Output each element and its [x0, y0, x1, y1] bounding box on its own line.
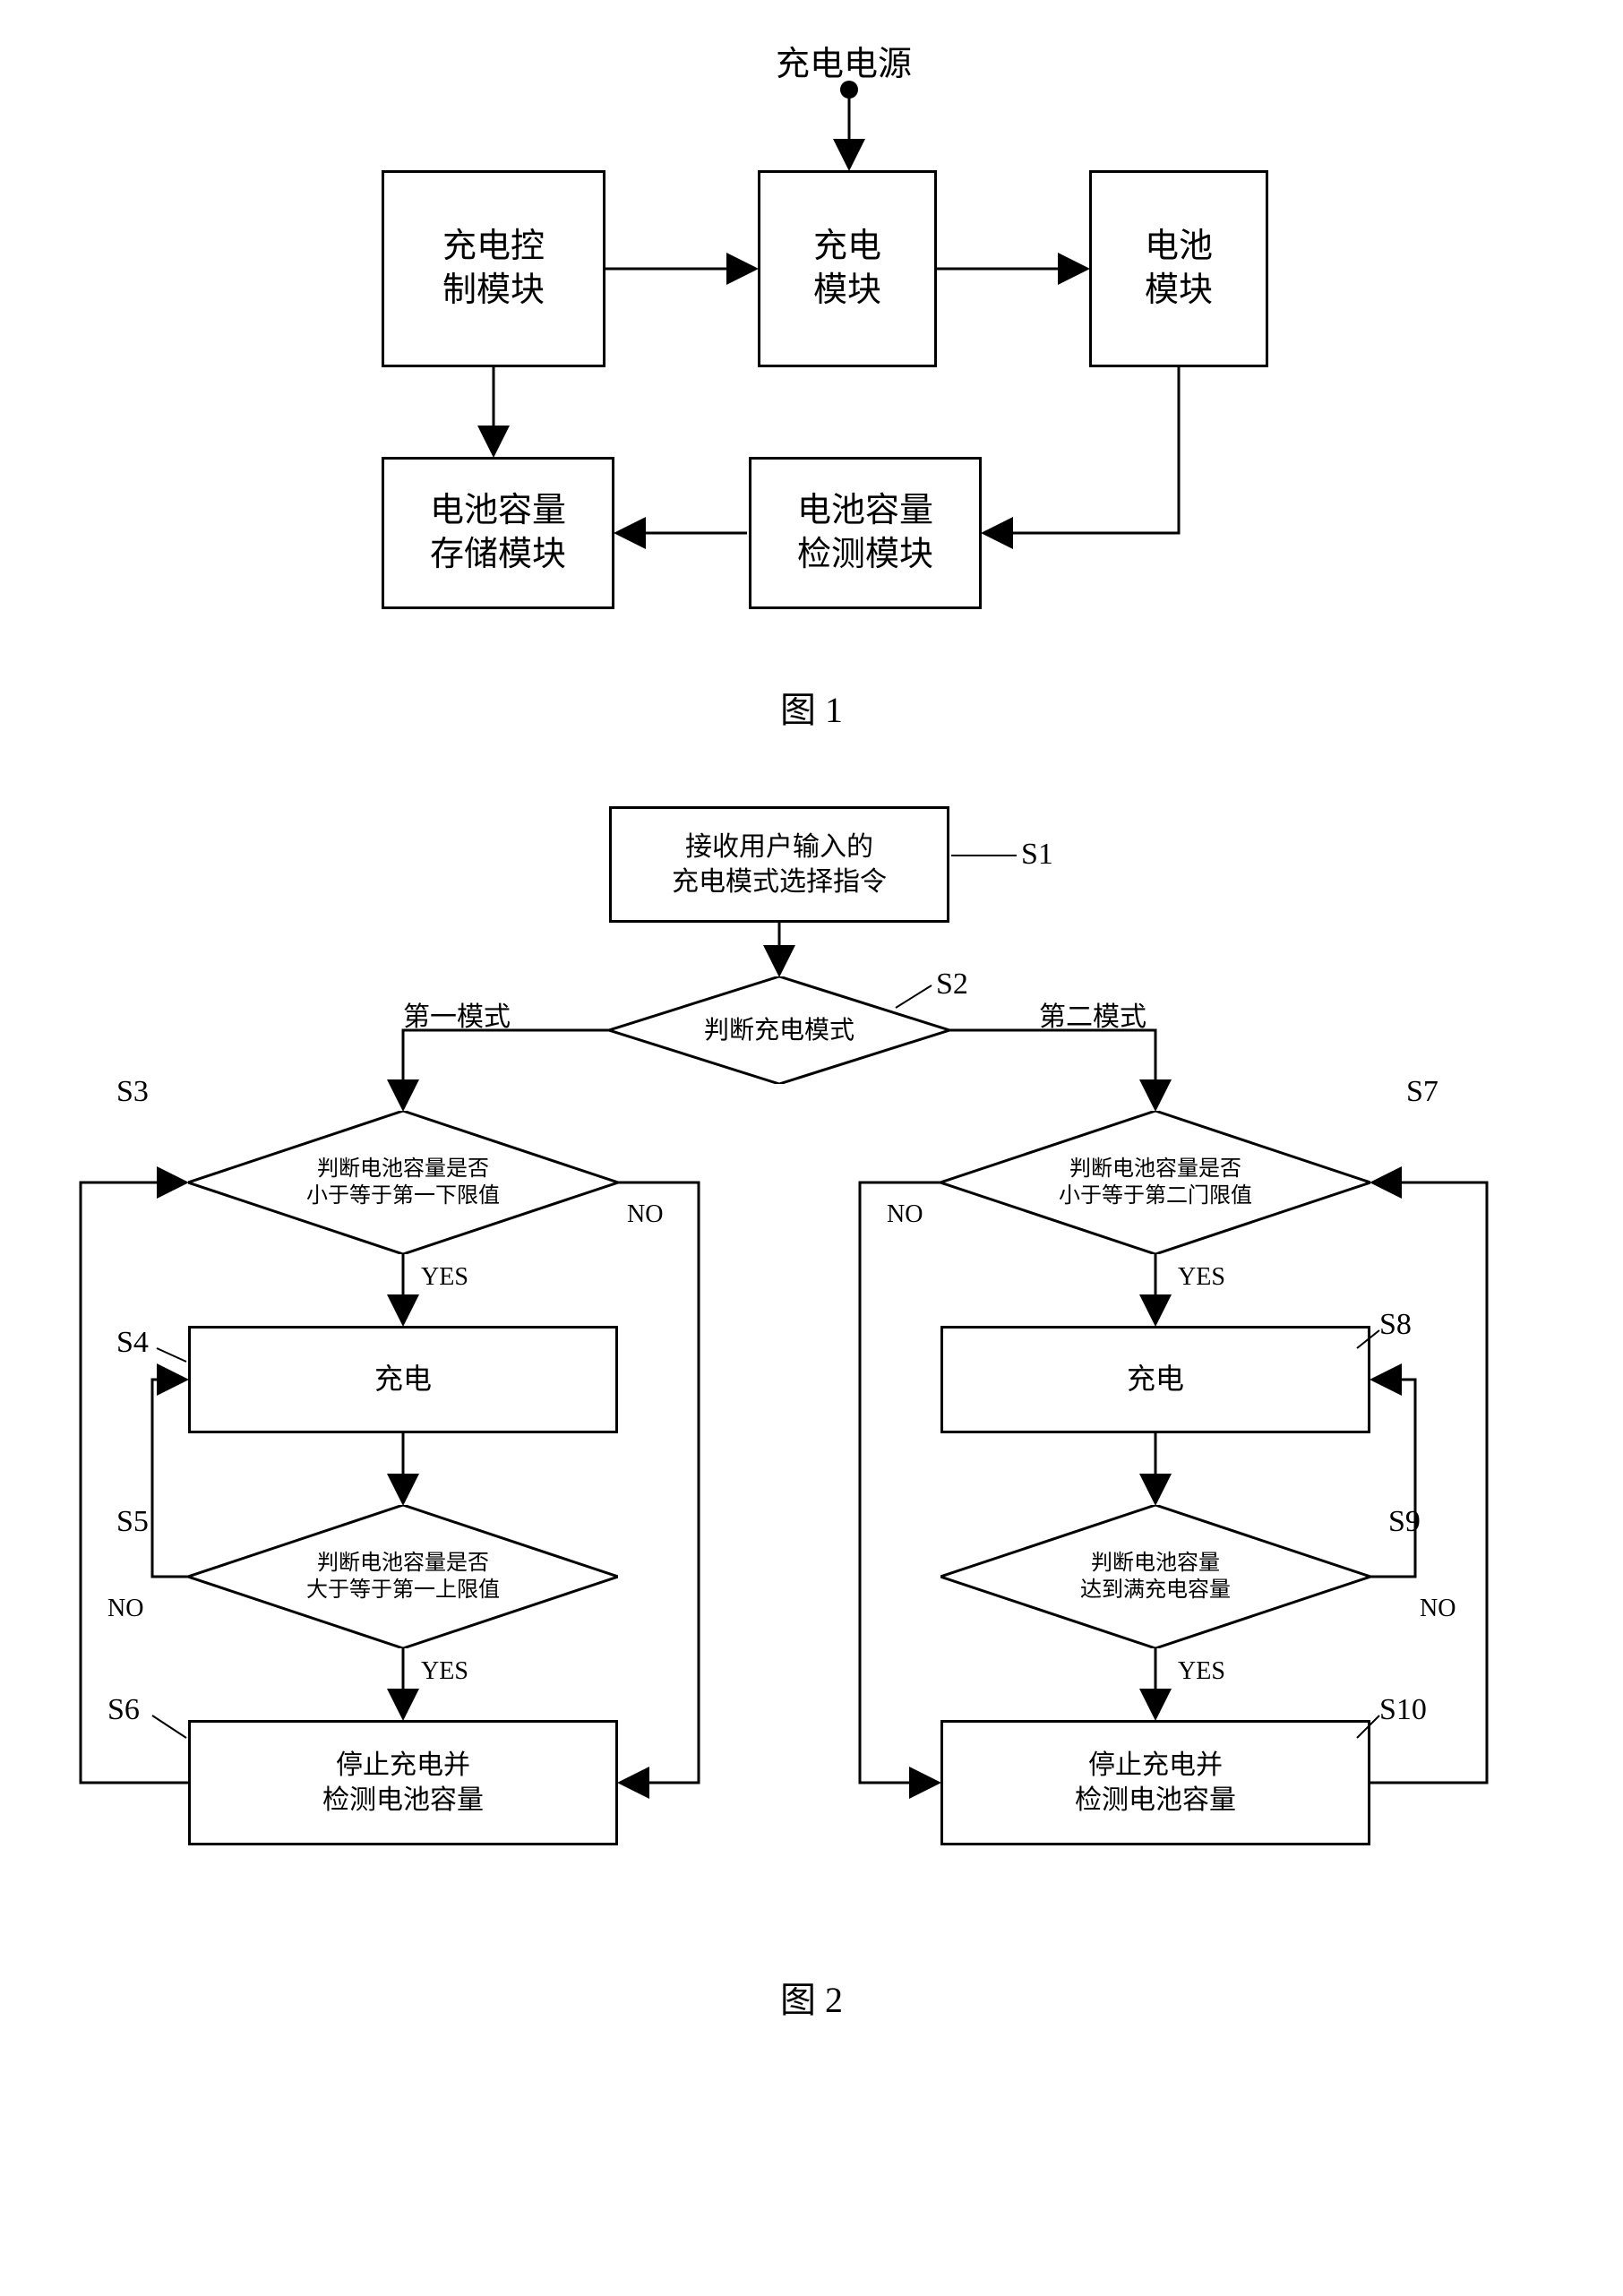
box-text: 检测模块: [797, 533, 933, 577]
tag-s6: S6: [107, 1693, 140, 1727]
tag-s10: S10: [1379, 1693, 1427, 1727]
tag-s9: S9: [1388, 1505, 1421, 1539]
label-s9-no: NO: [1420, 1595, 1456, 1623]
label-s5-no: NO: [107, 1595, 143, 1623]
tag-s3: S3: [116, 1075, 149, 1109]
diamond-s7: 判断电池容量是否 小于等于第二门限值: [940, 1111, 1370, 1254]
fig1-connectors: [274, 36, 1349, 735]
box-s6: 停止充电并 检测电池容量: [188, 1720, 618, 1845]
figure-2-flowchart: 接收用户输入的 充电模式选择指令 S1 判断充电模式 S2 第一模式 第二模式 …: [36, 788, 1587, 2087]
label-mode2: 第二模式: [1039, 994, 1146, 1034]
box-s8: 充电: [940, 1326, 1370, 1433]
label-mode1: 第一模式: [403, 994, 511, 1034]
figure2-caption: 图 2: [36, 1971, 1587, 2023]
label-s5-yes: YES: [421, 1657, 468, 1686]
box-text: 模块: [1145, 269, 1213, 313]
label-s3-yes: YES: [421, 1263, 468, 1292]
box-battery-module: 电池 模块: [1089, 170, 1268, 367]
box-text: 存储模块: [430, 533, 566, 577]
box-text: 电池容量: [797, 489, 933, 533]
box-text: 模块: [813, 269, 881, 313]
box-capacity-detect: 电池容量 检测模块: [749, 457, 982, 609]
diamond-s9: 判断电池容量 达到满充电容量: [940, 1505, 1370, 1648]
tag-s7: S7: [1406, 1075, 1438, 1109]
box-text: 充电: [813, 225, 881, 269]
tag-s2: S2: [936, 967, 968, 1002]
diamond-s5: 判断电池容量是否 大于等于第一上限值: [188, 1505, 618, 1648]
diamond-text: 判断电池容量 达到满充电容量: [940, 1505, 1370, 1648]
label-s7-no: NO: [887, 1200, 923, 1229]
box-s10: 停止充电并 检测电池容量: [940, 1720, 1370, 1845]
box-s4: 充电: [188, 1326, 618, 1433]
box-text: 制模块: [442, 269, 545, 313]
label-s7-yes: YES: [1178, 1263, 1225, 1292]
box-text: 电池容量: [430, 489, 566, 533]
tag-s4: S4: [116, 1326, 149, 1360]
box-s1: 接收用户输入的 充电模式选择指令: [609, 806, 949, 923]
box-charge-module: 充电 模块: [758, 170, 937, 367]
diamond-text: 判断电池容量是否 小于等于第二门限值: [940, 1111, 1370, 1254]
box-text: 充电控: [442, 225, 545, 269]
diamond-s3: 判断电池容量是否 小于等于第一下限值: [188, 1111, 618, 1254]
figure1-caption: 图 1: [274, 681, 1349, 733]
box-text: 电池: [1145, 225, 1213, 269]
diamond-text: 判断充电模式: [609, 976, 949, 1084]
tag-s8: S8: [1379, 1308, 1412, 1342]
diamond-text: 判断电池容量是否 小于等于第一下限值: [188, 1111, 618, 1254]
diamond-s2: 判断充电模式: [609, 976, 949, 1084]
tag-s1: S1: [1021, 838, 1053, 872]
figure-1-block-diagram: 充电电源 充电控 制模块 充电 模块 电池 模块 电池容量 存储模块: [274, 36, 1349, 735]
power-source-label: 充电电源: [776, 36, 912, 85]
box-capacity-storage: 电池容量 存储模块: [382, 457, 614, 609]
label-s3-no: NO: [627, 1200, 663, 1229]
tag-s5: S5: [116, 1505, 149, 1539]
diamond-text: 判断电池容量是否 大于等于第一上限值: [188, 1505, 618, 1648]
power-dot: [840, 81, 858, 99]
label-s9-yes: YES: [1178, 1657, 1225, 1686]
box-charge-control: 充电控 制模块: [382, 170, 605, 367]
